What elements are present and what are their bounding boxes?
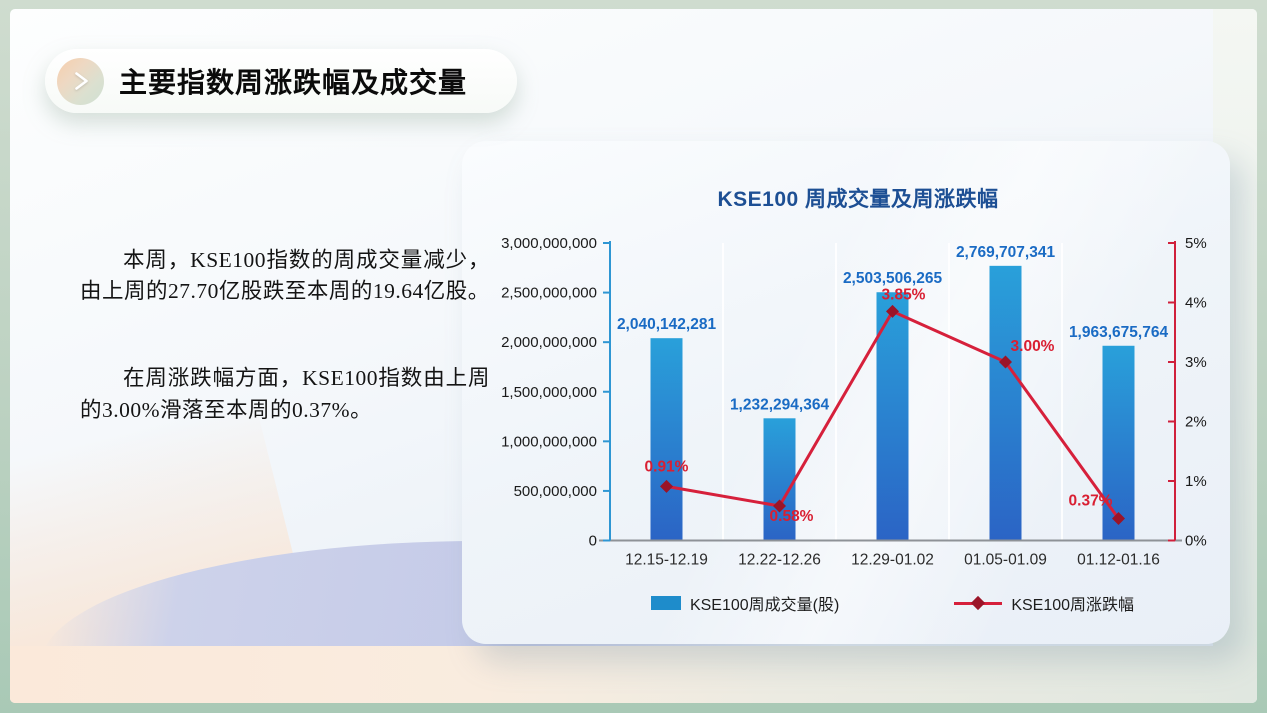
svg-text:2,500,000,000: 2,500,000,000 bbox=[501, 285, 597, 302]
svg-text:1,000,000,000: 1,000,000,000 bbox=[501, 433, 597, 450]
svg-text:3,000,000,000: 3,000,000,000 bbox=[501, 235, 597, 252]
legend-label-change: KSE100周涨跌幅 bbox=[1011, 597, 1135, 614]
svg-text:12.29-01.02: 12.29-01.02 bbox=[851, 552, 934, 569]
legend-item-change: KSE100周涨跌幅 bbox=[954, 591, 1134, 615]
chart-legend: KSE100周成交量(股) KSE100周涨跌幅 bbox=[610, 591, 1175, 615]
bottom-band-decoration bbox=[10, 646, 1257, 703]
volume-bar bbox=[876, 292, 909, 541]
svg-text:01.12-01.16: 01.12-01.16 bbox=[1077, 552, 1160, 569]
section-header: 主要指数周涨跌幅及成交量 bbox=[45, 49, 517, 113]
volume-bar bbox=[650, 338, 683, 541]
commentary: 本周，KSE100指数的周成交量减少，由上周的27.70亿股跌至本周的19.64… bbox=[80, 245, 490, 426]
svg-text:0: 0 bbox=[589, 533, 597, 550]
percent-labels: 0.91% 0.58% 3.85% 3.00% 0.37% bbox=[645, 286, 1113, 525]
change-line bbox=[660, 304, 1125, 525]
svg-text:3.00%: 3.00% bbox=[1011, 338, 1055, 355]
svg-text:2%: 2% bbox=[1185, 414, 1207, 431]
chart-card: KSE100 周成交量及周涨跌幅 0 500,000,000 1,000,000,0… bbox=[462, 141, 1230, 644]
svg-text:1%: 1% bbox=[1185, 473, 1207, 490]
volume-bar bbox=[763, 418, 796, 541]
svg-text:0.58%: 0.58% bbox=[770, 508, 814, 525]
svg-text:2,503,506,265: 2,503,506,265 bbox=[843, 270, 943, 287]
svg-text:4%: 4% bbox=[1185, 295, 1207, 312]
svg-text:3%: 3% bbox=[1185, 354, 1207, 371]
volume-bar bbox=[1102, 345, 1135, 541]
svg-text:2,769,707,341: 2,769,707,341 bbox=[956, 244, 1056, 261]
svg-text:3.85%: 3.85% bbox=[882, 286, 926, 303]
category-separators bbox=[722, 243, 1063, 541]
line-marker bbox=[999, 355, 1012, 369]
left-axis: 0 500,000,000 1,000,000,000 1,500,000,000 2,… bbox=[501, 235, 611, 550]
peach-decoration bbox=[10, 400, 335, 703]
x-axis-labels: 12.15-12.19 12.22-12.26 12.29-01.02 01.05-0… bbox=[625, 552, 1160, 569]
volume-bar bbox=[989, 265, 1022, 541]
legend-item-volume: KSE100周成交量(股) bbox=[650, 591, 840, 615]
svg-text:0.37%: 0.37% bbox=[1069, 492, 1113, 509]
commentary-paragraph-change: 在周涨跌幅方面，KSE100指数由上周的3.00%滑落至本周的0.37%。 bbox=[80, 366, 490, 422]
svg-text:01.05-01.09: 01.05-01.09 bbox=[964, 552, 1047, 569]
legend-label-volume: KSE100周成交量(股) bbox=[689, 597, 840, 614]
bar-value-labels: 2,040,142,281 1,232,294,364 2,503,506,265 2… bbox=[617, 244, 1169, 413]
svg-text:2,040,142,281: 2,040,142,281 bbox=[617, 316, 717, 333]
svg-text:12.15-12.19: 12.15-12.19 bbox=[625, 552, 708, 569]
svg-text:1,232,294,364: 1,232,294,364 bbox=[730, 396, 830, 413]
combo-chart-canvas: 0 500,000,000 1,000,000,000 1,500,000,000 2,… bbox=[501, 235, 1207, 569]
bar-series-swatch-icon bbox=[650, 596, 681, 610]
svg-text:2,000,000,000: 2,000,000,000 bbox=[501, 334, 597, 351]
page-title: 主要指数周涨跌幅及成交量 bbox=[119, 67, 468, 98]
line-marker bbox=[1112, 511, 1125, 525]
volume-bars bbox=[650, 265, 1135, 541]
svg-text:5%: 5% bbox=[1185, 235, 1207, 252]
line-marker bbox=[886, 304, 899, 318]
line-marker bbox=[773, 499, 786, 513]
svg-text:500,000,000: 500,000,000 bbox=[514, 483, 597, 500]
right-axis: 0% 1% 2% 3% 4% 5% bbox=[1168, 235, 1207, 550]
line-marker bbox=[660, 479, 673, 493]
chevron-right-icon bbox=[57, 57, 104, 105]
svg-text:0%: 0% bbox=[1185, 533, 1207, 550]
svg-text:0.91%: 0.91% bbox=[645, 458, 689, 475]
chart-title: KSE100 周成交量及周涨跌幅 bbox=[717, 188, 999, 211]
slide: 主要指数周涨跌幅及成交量 本周，KSE100指数的周成交量减少，由上周的27.7… bbox=[10, 9, 1257, 703]
svg-text:12.22-12.26: 12.22-12.26 bbox=[738, 552, 821, 569]
line-series-swatch-icon bbox=[954, 595, 1003, 611]
commentary-paragraph-volume: 本周，KSE100指数的周成交量减少，由上周的27.70亿股跌至本周的19.64… bbox=[80, 248, 490, 304]
svg-text:1,500,000,000: 1,500,000,000 bbox=[501, 384, 597, 401]
svg-text:1,963,675,764: 1,963,675,764 bbox=[1069, 324, 1169, 341]
